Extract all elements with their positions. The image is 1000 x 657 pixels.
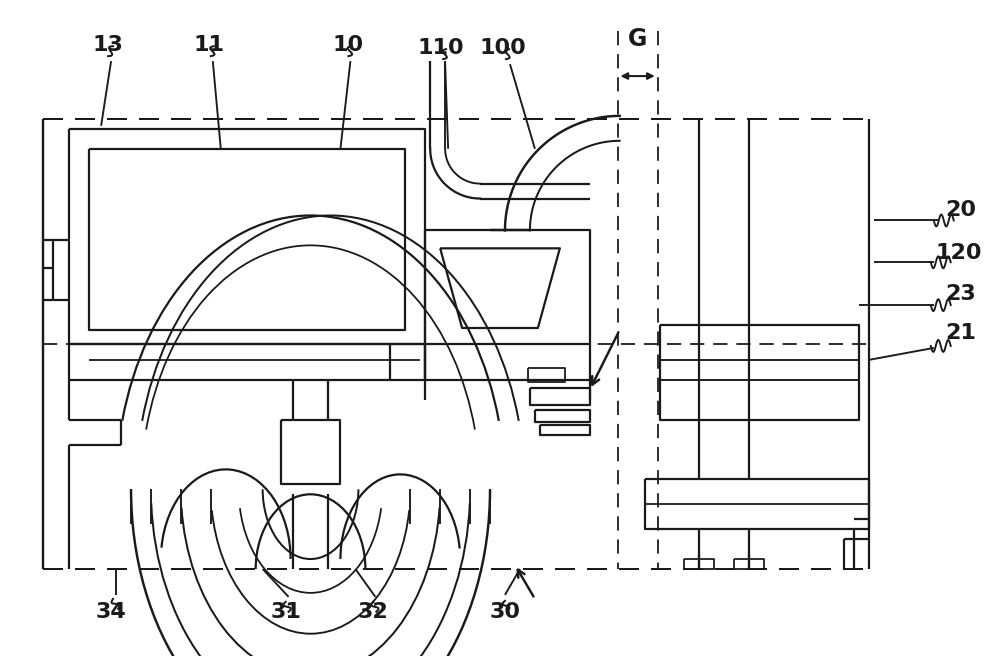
Text: 100: 100	[480, 38, 526, 58]
Text: 34: 34	[96, 602, 126, 622]
Text: 110: 110	[418, 38, 464, 58]
Text: 21: 21	[945, 323, 976, 343]
Text: 32: 32	[358, 602, 389, 622]
Text: 23: 23	[945, 284, 976, 304]
Text: 11: 11	[193, 35, 224, 55]
Text: 13: 13	[93, 35, 124, 55]
Text: 30: 30	[489, 602, 520, 622]
Text: 10: 10	[333, 35, 364, 55]
Text: 20: 20	[945, 200, 976, 219]
Text: 31: 31	[270, 602, 301, 622]
Text: 120: 120	[935, 243, 982, 263]
Text: G: G	[628, 27, 647, 51]
